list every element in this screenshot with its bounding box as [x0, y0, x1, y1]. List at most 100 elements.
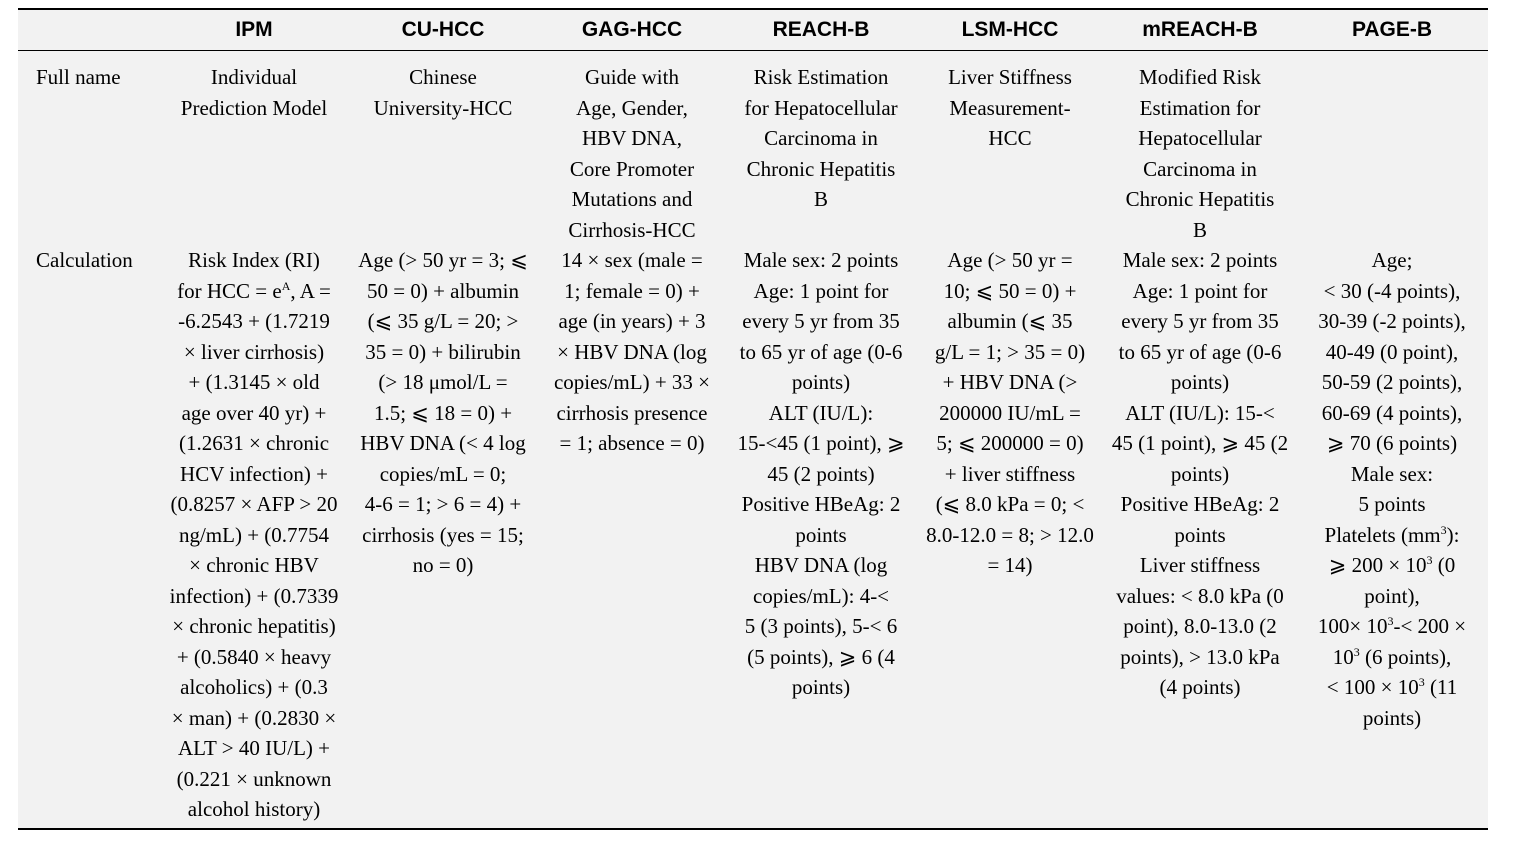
cell-line: = 14) [987, 553, 1033, 577]
cell-line: Risk Index (RI) [188, 248, 320, 272]
cell-line: Guide with [585, 65, 679, 89]
cell-line: Estimation for [1139, 95, 1261, 120]
body-background [18, 51, 1488, 828]
cell-line: points) [791, 675, 851, 699]
cell-line: HCV infection) + [180, 461, 328, 486]
cell-line: (0.8257 × AFP > 20 [170, 492, 338, 516]
cell-line: points [795, 522, 847, 547]
cell-line: 15-<45 (1 point), ⩾ [737, 431, 905, 455]
cell-line: Chinese [409, 65, 477, 89]
table-row: Calculation Risk Index (RI) for HCC = eA,… [18, 245, 1488, 825]
table-cell: Age (> 50 yr = 10; ⩽ 50 = 0) + albumin (⩽ … [916, 245, 1104, 825]
table-cell: 14 × sex (male = 1; female = 0) + age (in … [538, 245, 726, 825]
cell-line: copies/mL = 0; [379, 461, 507, 486]
column-header: IPM [235, 18, 273, 41]
table-cell: Modified Risk Estimation for Hepatocellula… [1104, 50, 1296, 245]
cell-line: points) [1170, 370, 1230, 394]
header-rule [18, 50, 1488, 51]
table-cell: Individual Prediction Model [160, 50, 348, 245]
cell-line: < 100 × 103 (11 [1326, 675, 1458, 699]
cell-line: 5; ⩽ 200000 = 0) [936, 431, 1084, 455]
cell-line: points) [791, 370, 851, 394]
cell-line: Risk Estimation [753, 65, 889, 89]
cell-line: HBV DNA (log [754, 553, 888, 577]
cell-line: Cirrhosis-HCC [568, 217, 696, 242]
cell-line: + (0.5840 × heavy [176, 644, 332, 669]
column-header: PAGE-B [1351, 18, 1433, 41]
cell-line: 10; ⩽ 50 = 0) + [943, 278, 1077, 303]
cell-line: to 65 yr of age (0-6 [739, 339, 903, 364]
cell-line: copies/mL) + 33 × [553, 370, 711, 394]
cell-line: = 1; absence = 0) [559, 431, 705, 455]
cell-line: 8.0-12.0 = 8; > 12.0 [926, 522, 1094, 547]
cell-line: ALT > 40 IU/L) + [177, 736, 330, 760]
cell-line: HBV DNA, [582, 126, 682, 150]
cell-line: to 65 yr of age (0-6 [1118, 339, 1282, 364]
cell-line: cirrhosis (yes = 15; [362, 522, 524, 547]
cell-line: Chronic Hepatitis [746, 156, 896, 181]
cell-line: 30-39 (-2 points), [1318, 309, 1466, 333]
cell-line: 60-69 (4 points), [1321, 400, 1463, 425]
cell-line: (> 18 μmol/L = [378, 370, 508, 394]
cell-line: ng/mL) + (0.7754 [178, 522, 330, 547]
cell-line: copies/mL): 4-< [752, 583, 890, 608]
column-header: CU-HCC [401, 18, 485, 41]
cell-line: 1.5; ⩽ 18 = 0) + [373, 400, 513, 425]
cell-line: Positive HBeAg: 2 [741, 492, 901, 516]
cell-line: B [813, 187, 828, 211]
cell-line: Male sex: 2 points [1122, 248, 1278, 272]
cell-line: Modified Risk [1139, 65, 1261, 89]
cell-line: 40-49 (0 point), [1325, 339, 1459, 364]
cell-line: × chronic HBV [189, 553, 319, 577]
cell-line: Liver Stiffness [948, 65, 1072, 89]
cell-line: 35 = 0) + bilirubin [365, 339, 521, 364]
cell-line: Age (> 50 yr = 3; ⩽ [358, 248, 528, 272]
cell-line: + liver stiffness [944, 461, 1076, 486]
cell-line: Male sex: [1350, 461, 1434, 486]
cell-line: infection) + (0.7339 [169, 583, 339, 608]
cell-line: 5 points [1358, 492, 1426, 516]
row-label: Full name [36, 65, 121, 89]
cell-line: point), [1364, 583, 1420, 608]
cell-line: 14 × sex (male = [561, 248, 703, 272]
cell-line: ⩾ 70 (6 points) [1326, 431, 1458, 455]
cell-line: points) [1170, 461, 1230, 486]
table-cell: Age; < 30 (-4 points), 30-39 (-2 points), 4… [1296, 245, 1488, 825]
cell-line: Age, Gender, [576, 95, 688, 120]
cell-line: (4 points) [1159, 675, 1241, 699]
cell-line: Carcinoma in [764, 126, 878, 150]
cell-line: Chronic Hepatitis [1125, 187, 1275, 211]
cell-line: 50 = 0) + albumin [366, 278, 519, 303]
cell-line: (0.221 × unknown [176, 766, 332, 791]
table-cell: Risk Estimation for Hepatocellular Carcino… [726, 50, 916, 245]
cell-line: -6.2543 + (1.7219 [178, 309, 330, 333]
cell-line: (5 points), ⩾ 6 (4 [747, 644, 895, 669]
cell-line: point), 8.0-13.0 (2 [1123, 614, 1277, 638]
cell-line: every 5 yr from 35 [1121, 309, 1279, 333]
cell-line: Age; [1371, 248, 1413, 272]
cell-line: × liver cirrhosis) [183, 339, 325, 364]
table-cell: Chinese University-HCC [348, 50, 538, 245]
cell-line: 45 (1 point), ⩾ 45 (2 [1111, 431, 1289, 455]
cell-line: Age: 1 point for [753, 278, 889, 303]
bottom-rule [18, 828, 1488, 830]
cell-line: points), > 13.0 kPa [1120, 644, 1280, 669]
cell-line: every 5 yr from 35 [742, 309, 900, 333]
cell-line: 103 (6 points), [1332, 644, 1452, 669]
cell-line: alcoholics) + (0.3 [180, 675, 328, 699]
table-cell: Male sex: 2 points Age: 1 point for every … [1104, 245, 1296, 825]
corner-cell [18, 10, 160, 50]
top-rule [18, 8, 1488, 10]
cell-line: 4-6 = 1; > 6 = 4) + [364, 492, 522, 516]
column-header: mREACH-B [1142, 18, 1258, 41]
cell-line: Core Promoter [569, 156, 695, 181]
cell-line: Liver stiffness [1139, 553, 1261, 577]
cell-line: Age: 1 point for [1132, 278, 1268, 303]
column-header: REACH-B [772, 18, 870, 41]
cell-line: 1; female = 0) + [564, 278, 700, 303]
cell-line: no = 0) [412, 553, 474, 577]
cell-line: g/L = 1; > 35 = 0) [934, 339, 1086, 364]
cell-line: alcohol history) [187, 797, 321, 821]
header-row: IPM CU-HCC GAG-HCC REACH-B LSM-HCC mREAC… [18, 10, 1488, 50]
row-label: Calculation [36, 248, 133, 272]
